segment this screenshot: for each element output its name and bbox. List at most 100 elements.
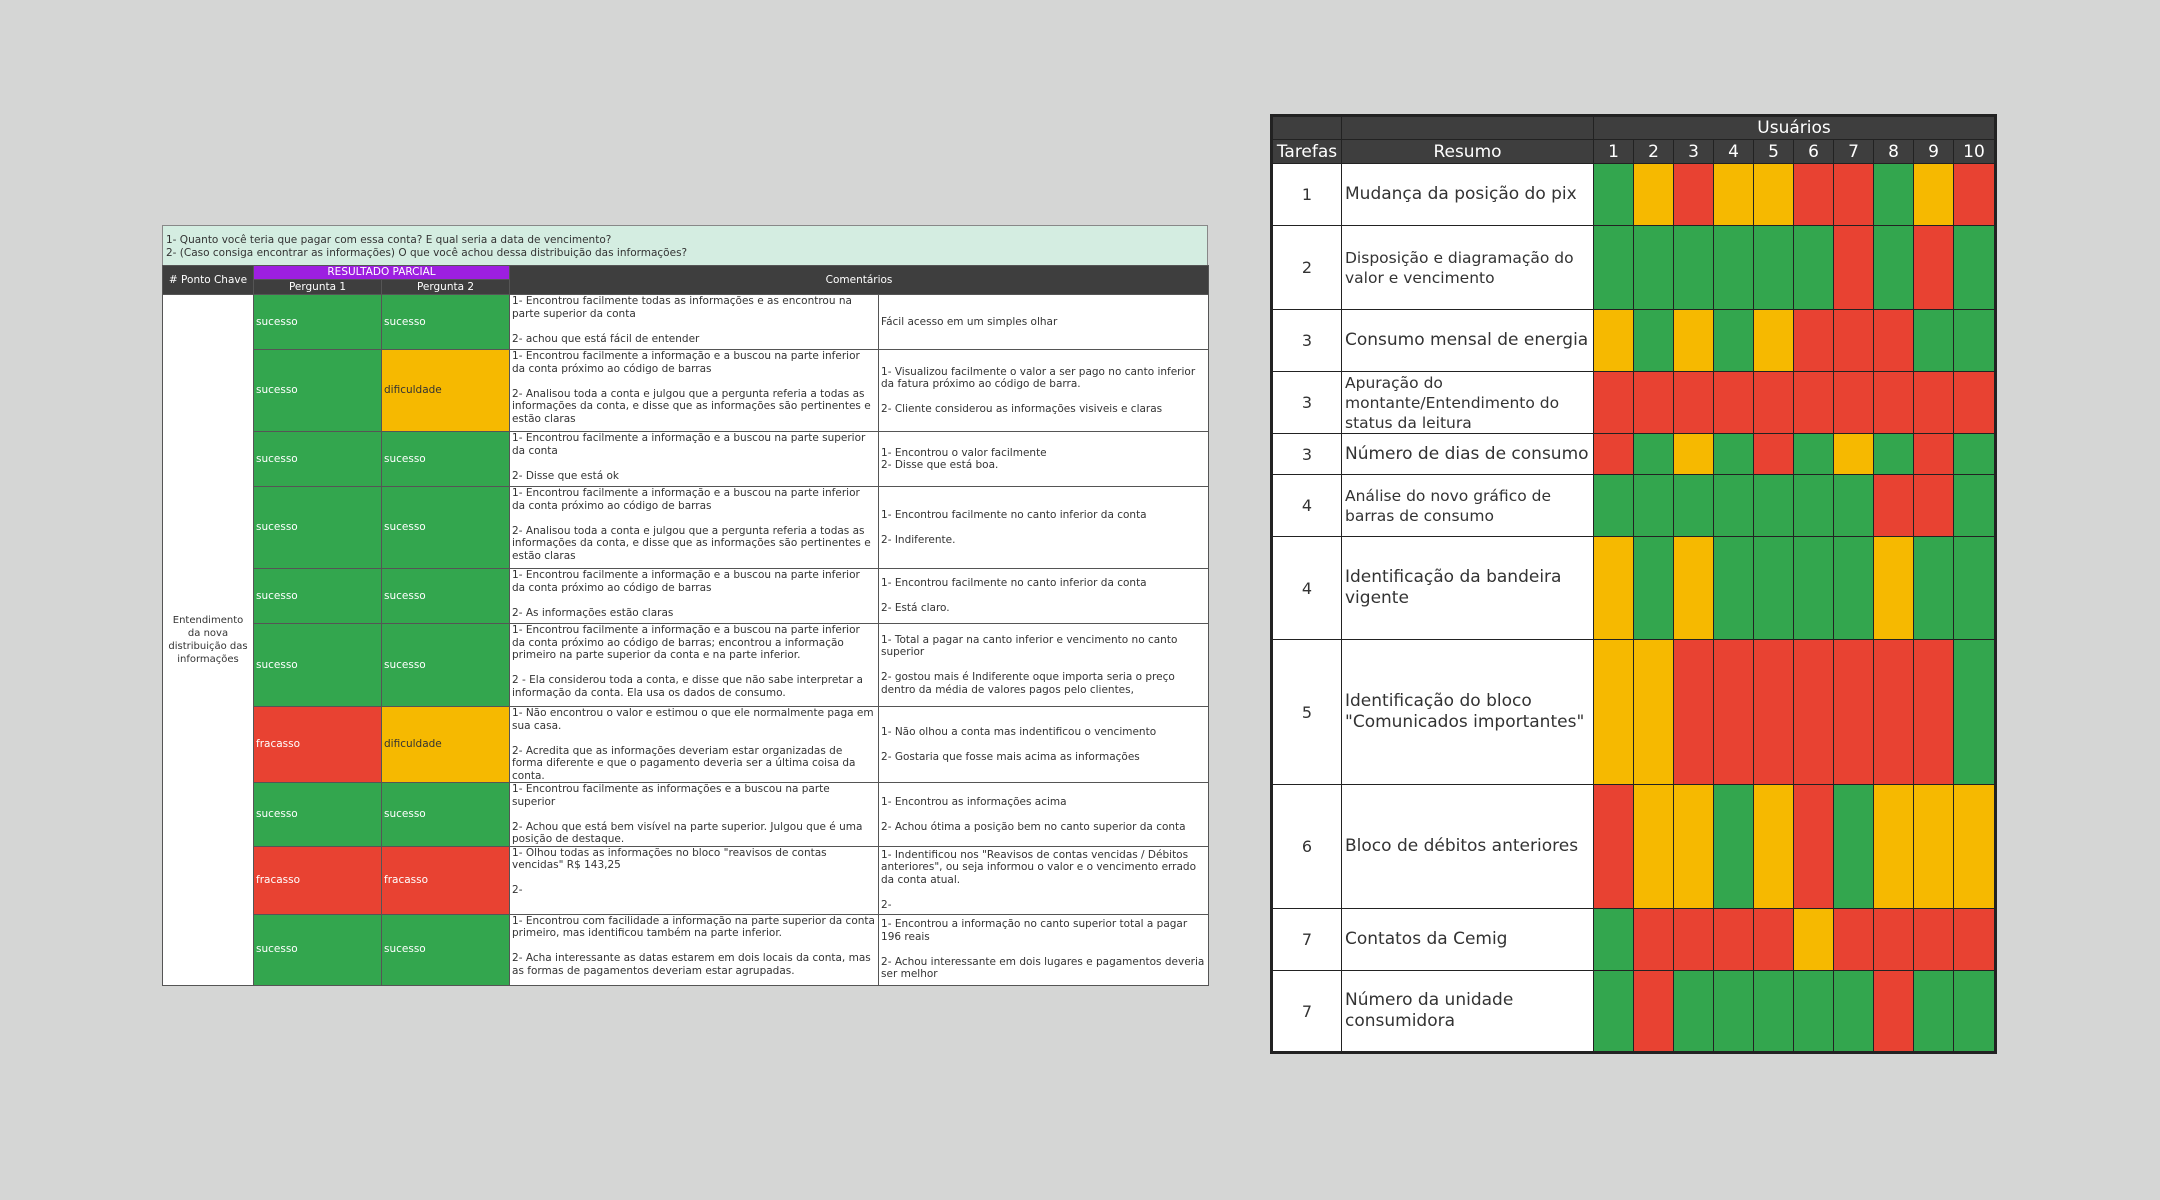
header-pergunta-2: Pergunta 2 bbox=[380, 279, 511, 295]
comment-observation: 1- Olhou todas as informações no bloco "… bbox=[509, 845, 880, 915]
comment-summary: 1- Encontrou o valor facilmente 2- Disse… bbox=[878, 431, 1210, 487]
user-3-status-cell bbox=[1673, 970, 1714, 1053]
user-1-status-cell bbox=[1593, 908, 1634, 971]
comment-summary: 1- Encontrou facilmente no canto inferio… bbox=[878, 568, 1210, 624]
pergunta-1-result: sucesso bbox=[253, 782, 382, 847]
user-10-status-cell bbox=[1953, 433, 1996, 475]
result-row: fracasso fracasso 1- Olhou todas as inform… bbox=[163, 845, 1210, 915]
questions-box: 1- Quanto você teria que pagar com essa … bbox=[162, 225, 1208, 265]
task-number: 5 bbox=[1271, 639, 1342, 785]
comment-observation: 1- Encontrou facilmente a informação e a… bbox=[509, 349, 880, 432]
user-10-status-cell bbox=[1953, 309, 1996, 372]
user-6-status-cell bbox=[1793, 474, 1834, 537]
user-6-status-cell bbox=[1793, 309, 1834, 372]
ponto-chave-cell: Entendimento da nova distribuição das in… bbox=[162, 294, 254, 986]
user-2-status-cell bbox=[1633, 639, 1674, 785]
header-user-5: 5 bbox=[1753, 139, 1794, 164]
task-row: 4 Análise do novo gráfico de barras de co… bbox=[1271, 474, 1996, 537]
task-number: 1 bbox=[1271, 163, 1342, 226]
header-user-9: 9 bbox=[1913, 139, 1954, 164]
header-user-2: 2 bbox=[1633, 139, 1674, 164]
comment-observation: 1- Encontrou facilmente a informação e a… bbox=[509, 623, 880, 707]
user-6-status-cell bbox=[1793, 163, 1834, 226]
user-1-status-cell bbox=[1593, 474, 1634, 537]
comment-summary: Fácil acesso em um simples olhar bbox=[878, 294, 1210, 350]
task-summary: Identificação do bloco "Comunicados impo… bbox=[1341, 639, 1594, 785]
user-7-status-cell bbox=[1833, 433, 1874, 475]
user-1-status-cell bbox=[1593, 970, 1634, 1053]
user-10-status-cell bbox=[1953, 784, 1996, 909]
task-number: 3 bbox=[1271, 309, 1342, 372]
pergunta-1-result: sucesso bbox=[253, 913, 382, 986]
user-2-status-cell bbox=[1633, 371, 1674, 434]
user-7-status-cell bbox=[1833, 163, 1874, 226]
comment-summary: 1- Encontrou a informação no canto super… bbox=[878, 913, 1210, 986]
task-summary: Disposição e diagramação do valor e venc… bbox=[1341, 225, 1594, 310]
user-4-status-cell bbox=[1713, 970, 1754, 1053]
header-ponto-chave: # Ponto Chave bbox=[162, 265, 254, 295]
header-comentarios: Comentários bbox=[509, 265, 1210, 295]
user-7-status-cell bbox=[1833, 536, 1874, 640]
user-10-status-cell bbox=[1953, 163, 1996, 226]
task-row: 5 Identificação do bloco "Comunicados imp… bbox=[1271, 639, 1996, 785]
header-user-1: 1 bbox=[1593, 139, 1634, 164]
pergunta-1-result: sucesso bbox=[253, 349, 382, 432]
user-8-status-cell bbox=[1873, 908, 1914, 971]
usability-matrix-table: Usuários Tarefas Resumo 1 2 3 4 5 6 7 8 9 10 1 Mud… bbox=[1270, 114, 1997, 1054]
comment-summary: 1- Encontrou as informações acima 2- Ach… bbox=[878, 782, 1210, 847]
user-9-status-cell bbox=[1913, 784, 1954, 909]
task-summary: Número da unidade consumidora bbox=[1341, 970, 1594, 1053]
task-number: 7 bbox=[1271, 908, 1342, 971]
comment-observation: 1- Encontrou facilmente a informação e a… bbox=[509, 486, 880, 569]
user-4-status-cell bbox=[1713, 474, 1754, 537]
user-8-status-cell bbox=[1873, 309, 1914, 372]
pergunta-1-result: fracasso bbox=[253, 845, 382, 915]
comment-observation: 1- Encontrou com facilidade a informação… bbox=[509, 913, 880, 986]
pergunta-2-result: sucesso bbox=[380, 294, 511, 350]
task-summary: Identificação da bandeira vigente bbox=[1341, 536, 1594, 640]
header-resumo: Resumo bbox=[1341, 139, 1594, 164]
user-4-status-cell bbox=[1713, 536, 1754, 640]
task-number: 6 bbox=[1271, 784, 1342, 909]
user-6-status-cell bbox=[1793, 908, 1834, 971]
user-1-status-cell bbox=[1593, 309, 1634, 372]
header-resultado-parcial: RESULTADO PARCIAL bbox=[252, 265, 511, 280]
user-3-status-cell bbox=[1673, 225, 1714, 310]
header-pergunta-1: Pergunta 1 bbox=[253, 279, 382, 295]
result-row: fracasso dificuldade 1- Não encontrou o va… bbox=[163, 706, 1210, 783]
result-row: sucesso sucesso 1- Encontrou facilmente a … bbox=[163, 431, 1210, 487]
user-1-status-cell bbox=[1593, 163, 1634, 226]
user-3-status-cell bbox=[1673, 474, 1714, 537]
user-5-status-cell bbox=[1753, 908, 1794, 971]
user-8-status-cell bbox=[1873, 433, 1914, 475]
pergunta-1-result: sucesso bbox=[253, 623, 382, 707]
pergunta-1-result: sucesso bbox=[253, 568, 382, 624]
result-row: sucesso sucesso 1- Encontrou facilmente a … bbox=[163, 568, 1210, 624]
header-usuarios: Usuários bbox=[1593, 115, 1996, 140]
user-9-status-cell bbox=[1913, 908, 1954, 971]
user-8-status-cell bbox=[1873, 784, 1914, 909]
user-3-status-cell bbox=[1673, 784, 1714, 909]
pergunta-2-result: sucesso bbox=[380, 568, 511, 624]
comment-observation: 1- Não encontrou o valor e estimou o que… bbox=[509, 706, 880, 783]
user-10-status-cell bbox=[1953, 536, 1996, 640]
user-8-status-cell bbox=[1873, 639, 1914, 785]
user-3-status-cell bbox=[1673, 163, 1714, 226]
user-6-status-cell bbox=[1793, 371, 1834, 434]
user-3-status-cell bbox=[1673, 433, 1714, 475]
header-user-3: 3 bbox=[1673, 139, 1714, 164]
pergunta-2-result: sucesso bbox=[380, 913, 511, 986]
task-number: 2 bbox=[1271, 225, 1342, 310]
user-5-status-cell bbox=[1753, 433, 1794, 475]
user-6-status-cell bbox=[1793, 784, 1834, 909]
user-1-status-cell bbox=[1593, 536, 1634, 640]
user-3-status-cell bbox=[1673, 639, 1714, 785]
user-5-status-cell bbox=[1753, 163, 1794, 226]
comment-summary: 1- Indentificou nos "Reavisos de contas … bbox=[878, 845, 1210, 915]
user-4-status-cell bbox=[1713, 163, 1754, 226]
task-summary: Número de dias de consumo bbox=[1341, 433, 1594, 475]
comment-observation: 1- Encontrou facilmente a informação e a… bbox=[509, 568, 880, 624]
user-7-status-cell bbox=[1833, 908, 1874, 971]
user-9-status-cell bbox=[1913, 536, 1954, 640]
user-6-status-cell bbox=[1793, 536, 1834, 640]
